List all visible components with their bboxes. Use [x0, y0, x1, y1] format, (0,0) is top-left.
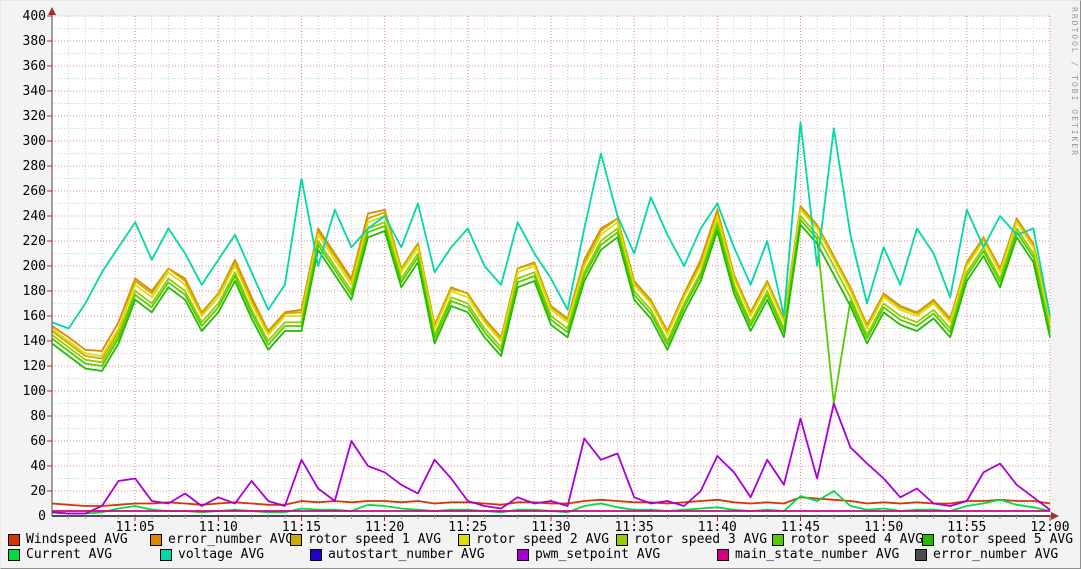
legend-item: rotor speed 5 AVG	[922, 532, 1078, 547]
y-axis-label: 0	[38, 509, 46, 524]
y-axis-label: 220	[23, 234, 46, 249]
legend-label: rotor speed 5 AVG	[940, 532, 1074, 547]
legend-swatch	[517, 548, 529, 561]
legend-swatch	[290, 533, 302, 546]
legend-swatch	[150, 533, 162, 546]
legend-label: rotor speed 1 AVG	[308, 532, 442, 547]
legend-item: rotor speed 1 AVG	[290, 532, 458, 547]
legend-label: voltage AVG	[178, 547, 265, 562]
y-axis-label: 180	[23, 284, 46, 299]
y-axis-label: 20	[30, 484, 46, 499]
x-axis-label: 11:10	[199, 520, 238, 535]
rrdtool-watermark: RRDTOOL / TOBI OETIKER	[1070, 7, 1079, 157]
legend-label: rotor speed 4 AVG	[790, 532, 924, 547]
y-axis-label: 140	[23, 334, 46, 349]
x-axis-label: 11:50	[864, 520, 903, 535]
chart-legend: Windspeed AVG error_number AVG rotor speed…	[8, 532, 1078, 562]
y-axis-label: 60	[30, 434, 46, 449]
legend-label: autostart_number AVG	[328, 547, 485, 562]
x-axis-label: 11:45	[781, 520, 820, 535]
legend-swatch	[310, 548, 322, 561]
y-axis-label: 240	[23, 209, 46, 224]
x-axis-label: 11:35	[615, 520, 654, 535]
series-line-rotor-speed-4-avg	[51, 218, 1051, 405]
legend-row-2: Current AVG voltage AVG autostart_number A…	[8, 547, 1078, 562]
y-axis-label: 300	[23, 134, 46, 149]
x-axis-label: 11:40	[698, 520, 737, 535]
x-axis-label: 11:55	[947, 520, 986, 535]
legend-row-1: Windspeed AVG error_number AVG rotor speed…	[8, 532, 1078, 547]
legend-label: error_number AVG	[168, 532, 294, 547]
y-axis-label: 380	[23, 34, 46, 49]
legend-item: Current AVG	[8, 547, 160, 562]
legend-item: voltage AVG	[160, 547, 310, 562]
legend-swatch	[458, 533, 470, 546]
series-line-rotor-speed-5-avg	[51, 223, 1051, 372]
y-axis-label: 320	[23, 109, 46, 124]
legend-item: rotor speed 3 AVG	[616, 532, 772, 547]
x-axis-label: 11:05	[116, 520, 155, 535]
x-axis-label: 11:20	[365, 520, 404, 535]
legend-item: main_state_number AVG	[717, 547, 915, 562]
legend-label: pwm_setpoint AVG	[535, 547, 661, 562]
legend-label: main_state_number AVG	[735, 547, 900, 562]
legend-label: Windspeed AVG	[26, 532, 128, 547]
y-axis-label: 260	[23, 184, 46, 199]
y-axis-label: 340	[23, 84, 46, 99]
legend-swatch	[717, 548, 729, 561]
legend-swatch	[915, 548, 927, 561]
series-line-pwm-setpoint-avg	[51, 402, 1051, 515]
y-axis-label: 80	[30, 409, 46, 424]
legend-item: pwm_setpoint AVG	[517, 547, 717, 562]
legend-swatch	[8, 548, 20, 561]
y-axis-label: 200	[23, 259, 46, 274]
y-axis-label: 40	[30, 459, 46, 474]
legend-label: rotor speed 2 AVG	[476, 532, 610, 547]
y-axis-label: 100	[23, 384, 46, 399]
series-line-windspeed-avg	[51, 496, 1051, 507]
y-axis-label: 120	[23, 359, 46, 374]
series-line-rotor-speed-3-avg	[51, 215, 1051, 364]
x-axis-arrow-icon	[1051, 512, 1059, 520]
legend-item: rotor speed 2 AVG	[458, 532, 616, 547]
x-axis-label: 12:00	[1030, 520, 1069, 535]
legend-item: error_number AVG	[150, 532, 294, 547]
legend-swatch	[8, 533, 20, 546]
series-line-voltage-avg	[51, 121, 1051, 330]
y-axis-label: 280	[23, 159, 46, 174]
y-axis-label: 160	[23, 309, 46, 324]
x-axis-label: 11:15	[282, 520, 321, 535]
y-axis-label: 360	[23, 59, 46, 74]
legend-swatch	[160, 548, 172, 561]
x-axis-label: 11:25	[448, 520, 487, 535]
legend-swatch	[772, 533, 784, 546]
x-axis-label: 11:30	[531, 520, 570, 535]
legend-item: Windspeed AVG	[8, 532, 150, 547]
legend-item: rotor speed 4 AVG	[772, 532, 924, 547]
y-axis-label: 400	[23, 9, 46, 24]
series-line-rotor-speed-2-avg	[51, 208, 1051, 357]
legend-swatch	[922, 533, 934, 546]
legend-item: error_number AVG	[915, 547, 1078, 562]
legend-item: autostart_number AVG	[310, 547, 517, 562]
y-axis-arrow-icon	[48, 7, 56, 15]
legend-label: Current AVG	[26, 547, 113, 562]
legend-label: error_number AVG	[933, 547, 1059, 562]
legend-swatch	[616, 533, 628, 546]
legend-label: rotor speed 3 AVG	[634, 532, 768, 547]
